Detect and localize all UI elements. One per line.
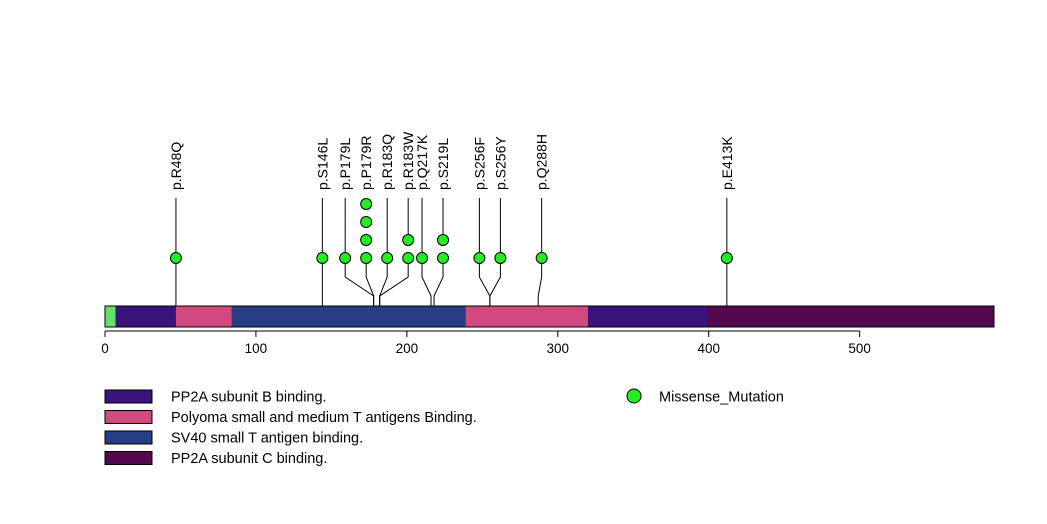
domain-segment-0 [105, 306, 116, 327]
mutation-label: p.S256Y [492, 136, 508, 190]
axis-tick-label: 400 [697, 341, 720, 356]
mutation-dot [360, 252, 373, 264]
mutation-label: p.R183Q [379, 134, 395, 190]
mutation-dot [402, 252, 415, 264]
mutation-dot [473, 252, 486, 264]
mutation-label: p.P179L [337, 138, 353, 190]
mutation-dot [381, 252, 394, 264]
mutation-label: p.Q288H [534, 134, 550, 190]
axis-tick-label: 300 [547, 341, 570, 356]
legend-mutation-label: Missense_Mutation [659, 390, 784, 406]
mutation-dot [402, 234, 415, 246]
axis-tick-label: 500 [848, 341, 871, 356]
domain-segment-4 [465, 306, 588, 327]
mutation-dot [339, 252, 352, 264]
mutation-label: p.R48Q [168, 142, 184, 190]
mutation-dot [169, 252, 182, 264]
mutation-dot [316, 252, 329, 264]
legend: PP2A subunit B binding. Polyoma small and… [104, 388, 784, 467]
mutation-dot [416, 252, 429, 264]
legend-swatch [104, 430, 153, 445]
domain-segment-2 [175, 306, 232, 327]
axis-tick-label: 0 [101, 341, 109, 356]
mutation-dot [494, 252, 507, 264]
mutation-label: p.Q217K [414, 134, 430, 190]
legend-label: PP2A subunit C binding. [171, 451, 327, 467]
backbone-outline [104, 305, 995, 328]
legend-swatch [104, 389, 153, 404]
mutation-dot [535, 252, 548, 264]
mutation-dot [720, 252, 733, 264]
mutation-label: p.S219L [435, 138, 451, 190]
axis-tick-label: 200 [396, 341, 419, 356]
mutation-label: p.S256F [471, 137, 487, 190]
domain-segment-3 [231, 306, 466, 327]
mutation-dot [437, 234, 450, 246]
x-axis: 0 100 200 300 400 500 [101, 330, 871, 356]
legend-mutation-dot [626, 388, 642, 404]
protein-backbone [104, 305, 995, 328]
domain-segment-6 [707, 306, 994, 327]
mutation-dot [360, 198, 373, 210]
legend-label: Polyoma small and medium T antigens Bind… [171, 410, 477, 426]
mutation-label: p.E413K [719, 136, 735, 190]
mutation-label: p.R183W [400, 131, 416, 190]
legend-label: PP2A subunit B binding. [171, 390, 327, 406]
mutation-lollipops: p.R48Q p.S146L p.P179L p.P179R p.R183Q p.R183… [168, 131, 735, 264]
mutation-dot [360, 234, 373, 246]
mutation-dot [437, 252, 450, 264]
axis-tick-label: 100 [245, 341, 268, 356]
legend-swatch [104, 410, 153, 424]
legend-swatch [104, 451, 153, 465]
domain-segment-1 [115, 306, 176, 327]
mutation-label: p.P179R [358, 136, 374, 190]
mutation-label: p.S146L [314, 138, 330, 190]
mutation-dot [360, 216, 373, 228]
domain-segment-5 [587, 306, 708, 327]
legend-label: SV40 small T antigen binding. [171, 431, 363, 447]
